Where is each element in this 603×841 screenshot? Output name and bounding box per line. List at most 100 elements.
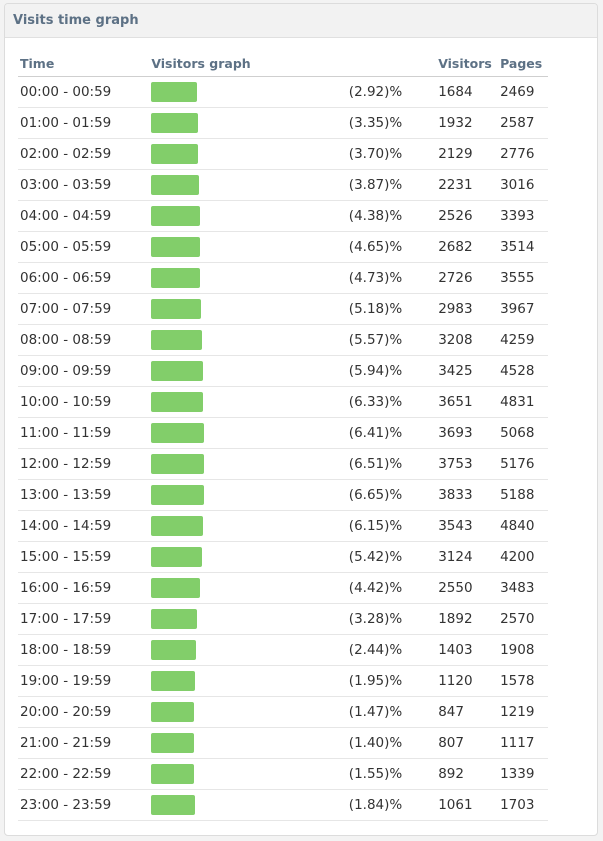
visitors-cell: 892 bbox=[436, 758, 499, 790]
table-row: 22:00 - 22:59 (1.55)% 892 1339 bbox=[18, 758, 548, 790]
visitors-bar bbox=[151, 516, 204, 536]
graph-cell bbox=[149, 696, 347, 728]
graph-cell bbox=[149, 169, 347, 201]
visitors-bar bbox=[151, 237, 201, 257]
visitors-bar bbox=[151, 795, 196, 815]
time-cell: 03:00 - 03:59 bbox=[18, 169, 150, 201]
visits-time-graph-panel: Visits time graph Time Visitors graph Vi… bbox=[4, 3, 598, 836]
pages-cell: 4528 bbox=[498, 355, 548, 387]
table-header-row: Time Visitors graph Visitors Pages bbox=[18, 50, 548, 77]
table-row: 17:00 - 17:59 (3.28)% 1892 2570 bbox=[18, 603, 548, 635]
visitors-bar bbox=[151, 671, 196, 691]
visitors-bar bbox=[151, 392, 204, 412]
visitors-cell: 807 bbox=[436, 727, 499, 759]
percent-cell: (1.95)% bbox=[346, 665, 437, 697]
table-row: 06:00 - 06:59 (4.73)% 2726 3555 bbox=[18, 262, 548, 294]
time-cell: 10:00 - 10:59 bbox=[18, 386, 150, 418]
percent-cell: (1.40)% bbox=[346, 727, 437, 759]
time-cell: 00:00 - 00:59 bbox=[18, 76, 150, 108]
percent-cell: (1.47)% bbox=[346, 696, 437, 728]
table-row: 03:00 - 03:59 (3.87)% 2231 3016 bbox=[18, 169, 548, 201]
percent-cell: (1.55)% bbox=[346, 758, 437, 790]
percent-cell: (2.44)% bbox=[346, 634, 437, 666]
header-visitors-graph: Visitors graph bbox=[149, 50, 347, 77]
time-cell: 22:00 - 22:59 bbox=[18, 758, 150, 790]
visitors-cell: 3753 bbox=[436, 448, 499, 480]
graph-cell bbox=[149, 76, 347, 108]
graph-cell bbox=[149, 448, 347, 480]
graph-cell bbox=[149, 324, 347, 356]
percent-cell: (2.92)% bbox=[346, 76, 437, 108]
percent-cell: (3.70)% bbox=[346, 138, 437, 170]
visitors-bar bbox=[151, 113, 199, 133]
visitors-cell: 3543 bbox=[436, 510, 499, 542]
visitors-cell: 2129 bbox=[436, 138, 499, 170]
pages-cell: 2570 bbox=[498, 603, 548, 635]
visitors-bar bbox=[151, 144, 199, 164]
visitors-bar bbox=[151, 454, 205, 474]
time-cell: 05:00 - 05:59 bbox=[18, 231, 150, 263]
pages-cell: 1219 bbox=[498, 696, 548, 728]
pages-cell: 3555 bbox=[498, 262, 548, 294]
time-cell: 06:00 - 06:59 bbox=[18, 262, 150, 294]
header-pages: Pages bbox=[498, 50, 548, 77]
visitors-bar bbox=[151, 206, 201, 226]
time-cell: 17:00 - 17:59 bbox=[18, 603, 150, 635]
time-cell: 21:00 - 21:59 bbox=[18, 727, 150, 759]
percent-cell: (4.42)% bbox=[346, 572, 437, 604]
percent-cell: (4.73)% bbox=[346, 262, 437, 294]
graph-cell bbox=[149, 758, 347, 790]
pages-cell: 3016 bbox=[498, 169, 548, 201]
table-row: 16:00 - 16:59 (4.42)% 2550 3483 bbox=[18, 572, 548, 604]
pages-cell: 1703 bbox=[498, 789, 548, 821]
pages-cell: 4200 bbox=[498, 541, 548, 573]
visitors-cell: 1684 bbox=[436, 76, 499, 108]
time-cell: 20:00 - 20:59 bbox=[18, 696, 150, 728]
table-row: 00:00 - 00:59 (2.92)% 1684 2469 bbox=[18, 76, 548, 108]
graph-cell bbox=[149, 231, 347, 263]
pages-cell: 1339 bbox=[498, 758, 548, 790]
percent-cell: (1.84)% bbox=[346, 789, 437, 821]
pages-cell: 3483 bbox=[498, 572, 548, 604]
visitors-cell: 1892 bbox=[436, 603, 499, 635]
time-cell: 13:00 - 13:59 bbox=[18, 479, 150, 511]
table-row: 11:00 - 11:59 (6.41)% 3693 5068 bbox=[18, 417, 548, 449]
percent-cell: (3.87)% bbox=[346, 169, 437, 201]
graph-cell bbox=[149, 479, 347, 511]
visitors-cell: 3651 bbox=[436, 386, 499, 418]
visitors-bar bbox=[151, 640, 197, 660]
header-visitors: Visitors bbox=[436, 50, 499, 77]
visitors-cell: 3833 bbox=[436, 479, 499, 511]
pages-cell: 4840 bbox=[498, 510, 548, 542]
graph-cell bbox=[149, 107, 347, 139]
visitors-bar bbox=[151, 764, 195, 784]
time-cell: 16:00 - 16:59 bbox=[18, 572, 150, 604]
table-row: 12:00 - 12:59 (6.51)% 3753 5176 bbox=[18, 448, 548, 480]
graph-cell bbox=[149, 417, 347, 449]
graph-cell bbox=[149, 293, 347, 325]
time-cell: 04:00 - 04:59 bbox=[18, 200, 150, 232]
pages-cell: 2587 bbox=[498, 107, 548, 139]
percent-cell: (4.38)% bbox=[346, 200, 437, 232]
time-cell: 02:00 - 02:59 bbox=[18, 138, 150, 170]
pages-cell: 4259 bbox=[498, 324, 548, 356]
graph-cell bbox=[149, 572, 347, 604]
visitors-cell: 3693 bbox=[436, 417, 499, 449]
table-row: 04:00 - 04:59 (4.38)% 2526 3393 bbox=[18, 200, 548, 232]
graph-cell bbox=[149, 603, 347, 635]
pages-cell: 5188 bbox=[498, 479, 548, 511]
percent-cell: (5.57)% bbox=[346, 324, 437, 356]
visitors-bar bbox=[151, 175, 200, 195]
visitors-cell: 2726 bbox=[436, 262, 499, 294]
time-cell: 15:00 - 15:59 bbox=[18, 541, 150, 573]
table-row: 01:00 - 01:59 (3.35)% 1932 2587 bbox=[18, 107, 548, 139]
table-row: 23:00 - 23:59 (1.84)% 1061 1703 bbox=[18, 789, 548, 821]
time-cell: 18:00 - 18:59 bbox=[18, 634, 150, 666]
table-row: 02:00 - 02:59 (3.70)% 2129 2776 bbox=[18, 138, 548, 170]
graph-cell bbox=[149, 541, 347, 573]
time-cell: 01:00 - 01:59 bbox=[18, 107, 150, 139]
percent-cell: (6.33)% bbox=[346, 386, 437, 418]
pages-cell: 3393 bbox=[498, 200, 548, 232]
visitors-bar bbox=[151, 423, 205, 443]
graph-cell bbox=[149, 634, 347, 666]
